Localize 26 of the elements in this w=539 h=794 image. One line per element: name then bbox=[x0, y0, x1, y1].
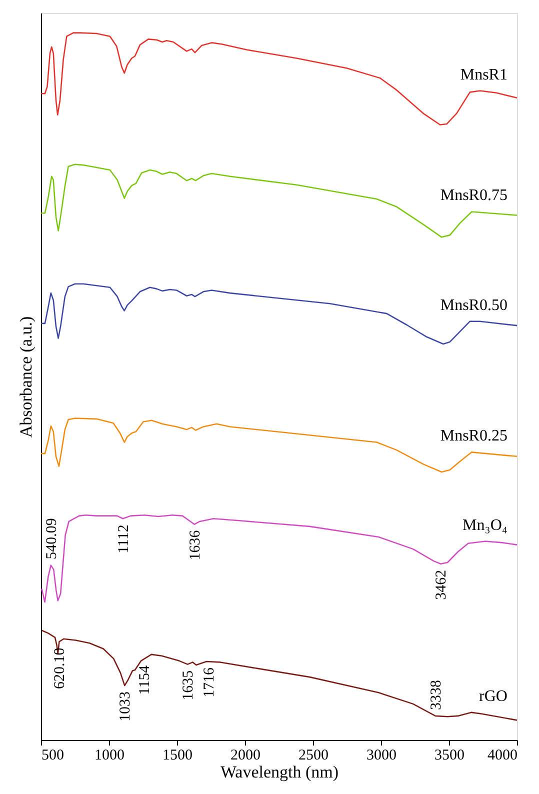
x-tick-label: 1500 bbox=[162, 748, 192, 764]
series-label: rGO bbox=[479, 688, 508, 705]
x-tick-label: 2000 bbox=[230, 748, 260, 764]
series-label: MnsR0.50 bbox=[440, 296, 508, 314]
annotation: 620.10 bbox=[52, 648, 68, 689]
x-tick-label: 3500 bbox=[434, 748, 464, 764]
annotation: 3338 bbox=[428, 680, 444, 710]
series-label: MnsR0.75 bbox=[440, 187, 508, 204]
x-tick-label: 3000 bbox=[366, 748, 396, 764]
series-label: Mn₃O₄ bbox=[462, 516, 508, 534]
series-label: MnsR0.25 bbox=[440, 428, 508, 445]
annotation: 1636 bbox=[187, 530, 204, 560]
series-label: MnsR1 bbox=[460, 66, 508, 84]
annotation: 1033 bbox=[118, 692, 134, 722]
y-axis-title: Absorbance (a.u.) bbox=[16, 316, 36, 438]
x-tick-label: 2500 bbox=[298, 748, 328, 764]
annotation: 3462 bbox=[434, 570, 450, 600]
annotation: 1112 bbox=[116, 524, 132, 554]
annotation: 540.09 bbox=[44, 518, 60, 560]
x-tick-label: 1000 bbox=[94, 748, 124, 764]
annotation: 1716 bbox=[201, 667, 218, 698]
annotation: 1154 bbox=[136, 664, 153, 695]
x-axis-title: Wavelength (nm) bbox=[220, 762, 339, 782]
x-tick-label: 4000 bbox=[488, 748, 518, 764]
x-tick-label: 500 bbox=[42, 748, 64, 764]
annotation: 1635 bbox=[180, 670, 197, 700]
